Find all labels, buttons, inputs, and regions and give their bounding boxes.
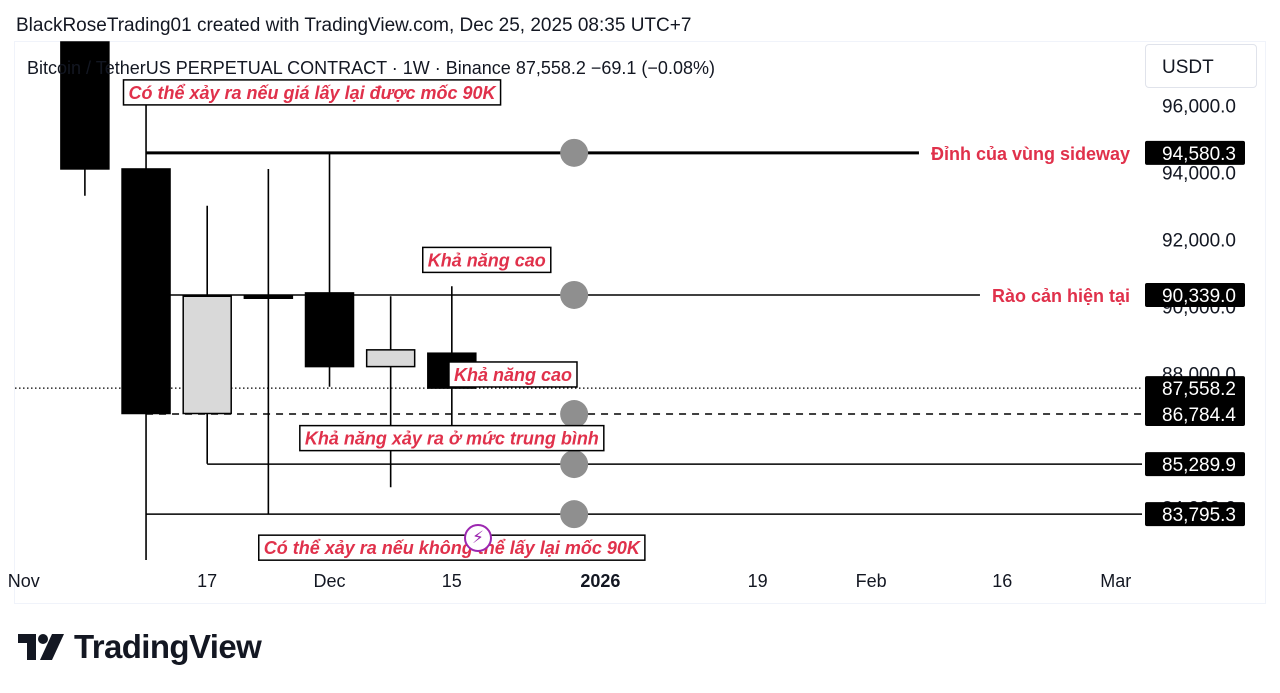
marker-circle <box>560 450 589 479</box>
price-label-tag <box>1145 402 1245 427</box>
x-tick-label: 2026 <box>580 571 620 591</box>
price-label-text: 87,558.2 <box>1162 379 1236 400</box>
symbol-legend: Bitcoin / TetherUS PERPETUAL CONTRACT · … <box>27 58 715 78</box>
marker-circle <box>560 138 589 167</box>
candle-body <box>365 349 416 368</box>
x-tick-label: Mar <box>1100 571 1131 591</box>
brand-name: TradingView <box>74 628 262 665</box>
price-label-tag <box>1145 140 1245 165</box>
currency-unit-button[interactable]: USDT <box>1145 44 1257 88</box>
annotation-text: Khả năng cao <box>454 365 572 385</box>
price-label-text: 83,795.3 <box>1162 505 1236 526</box>
candle-body <box>121 168 171 415</box>
annotation-box <box>258 534 646 561</box>
y-tick-label: 92,000.0 <box>1162 230 1236 251</box>
hline-label: Đỉnh của vùng sideway <box>931 144 1130 164</box>
tradingview-logo-icon <box>18 634 64 660</box>
price-label-text: 86,784.4 <box>1162 405 1236 426</box>
marker-circle <box>560 500 589 529</box>
x-tick-label: 17 <box>197 571 217 591</box>
annotation-text: Khả năng cao <box>428 250 546 270</box>
chart-frame <box>14 41 1266 604</box>
annotation-box <box>422 246 552 274</box>
annotation-box <box>122 79 502 106</box>
price-label-tag <box>1145 502 1245 527</box>
annotation-text: Khả năng xảy ra ở mức trung bình <box>305 429 599 449</box>
price-label-tag <box>1145 282 1245 307</box>
tradingview-logo: TradingView <box>18 628 262 666</box>
x-tick-label: Dec <box>314 571 346 591</box>
price-label-tag <box>1145 452 1245 477</box>
x-tick-label: 16 <box>992 571 1012 591</box>
x-tick-label: 19 <box>748 571 768 591</box>
y-tick-label: 96,000.0 <box>1162 96 1236 117</box>
price-label-text: 94,580.3 <box>1162 144 1236 165</box>
marker-circle <box>560 400 589 429</box>
annotation-text: Có thể xảy ra nếu giá lấy lại được mốc 9… <box>128 83 497 103</box>
annotation-text: Có thể xảy ra nếu không thể lấy lại mốc … <box>264 538 642 558</box>
annotation-box <box>448 361 578 388</box>
x-tick-label: 15 <box>442 571 462 591</box>
price-label-text: 85,289.9 <box>1162 455 1236 476</box>
candle-body <box>304 292 355 368</box>
price-label-text: 90,339.0 <box>1162 286 1236 307</box>
candle-body <box>243 295 294 299</box>
lightning-icon[interactable]: ⚡ <box>464 524 492 552</box>
x-tick-label: Nov <box>8 571 40 591</box>
candle-body <box>60 41 110 170</box>
chart-caption: BlackRoseTrading01 created with TradingV… <box>16 15 692 36</box>
hline-label: Rào cản hiện tại <box>992 286 1130 306</box>
annotation-box <box>299 424 605 452</box>
x-tick-label: Feb <box>856 571 887 591</box>
candle-body <box>182 295 232 415</box>
y-tick-label: 94,000.0 <box>1162 163 1236 184</box>
marker-circle <box>560 280 589 309</box>
